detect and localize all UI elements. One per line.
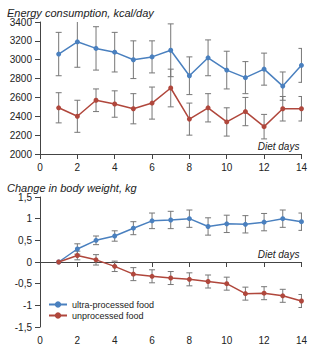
svg-text:6: 6	[149, 162, 155, 173]
svg-text:14: 14	[296, 335, 308, 346]
svg-text:unprocessed food: unprocessed food	[72, 311, 144, 321]
svg-text:10: 10	[221, 162, 233, 173]
svg-text:14: 14	[296, 162, 308, 173]
svg-text:12: 12	[259, 335, 271, 346]
svg-text:0: 0	[37, 162, 43, 173]
svg-text:12: 12	[259, 162, 271, 173]
svg-text:8: 8	[187, 162, 193, 173]
svg-text:8: 8	[187, 335, 193, 346]
svg-text:0: 0	[37, 335, 43, 346]
svg-text:ultra-processed food: ultra-processed food	[72, 300, 154, 310]
svg-text:-1,5: -1,5	[15, 322, 33, 333]
svg-text:-1: -1	[23, 300, 32, 311]
svg-text:2200: 2200	[10, 130, 33, 141]
svg-text:3000: 3000	[10, 54, 33, 65]
svg-text:0,5: 0,5	[18, 235, 32, 246]
svg-text:Energy consumption, kcal/day: Energy consumption, kcal/day	[7, 7, 155, 19]
svg-text:2: 2	[75, 335, 81, 346]
svg-text:2400: 2400	[10, 111, 33, 122]
svg-text:2800: 2800	[10, 73, 33, 84]
svg-text:-0,5: -0,5	[15, 278, 33, 289]
svg-text:1: 1	[26, 213, 32, 224]
svg-text:3200: 3200	[10, 35, 33, 46]
svg-text:3400: 3400	[9, 16, 32, 28]
svg-text:2000: 2000	[10, 149, 33, 160]
svg-text:Diet days: Diet days	[258, 141, 300, 152]
svg-text:2600: 2600	[10, 92, 33, 103]
svg-text:2: 2	[75, 162, 81, 173]
svg-text:Change in body weight, kg: Change in body weight, kg	[7, 182, 138, 194]
svg-text:6: 6	[149, 335, 155, 346]
svg-text:Diet days: Diet days	[258, 249, 300, 260]
svg-text:1,5: 1,5	[18, 191, 32, 203]
svg-text:0: 0	[26, 257, 32, 268]
svg-text:10: 10	[221, 335, 233, 346]
svg-text:4: 4	[112, 162, 118, 173]
svg-text:4: 4	[112, 335, 118, 346]
